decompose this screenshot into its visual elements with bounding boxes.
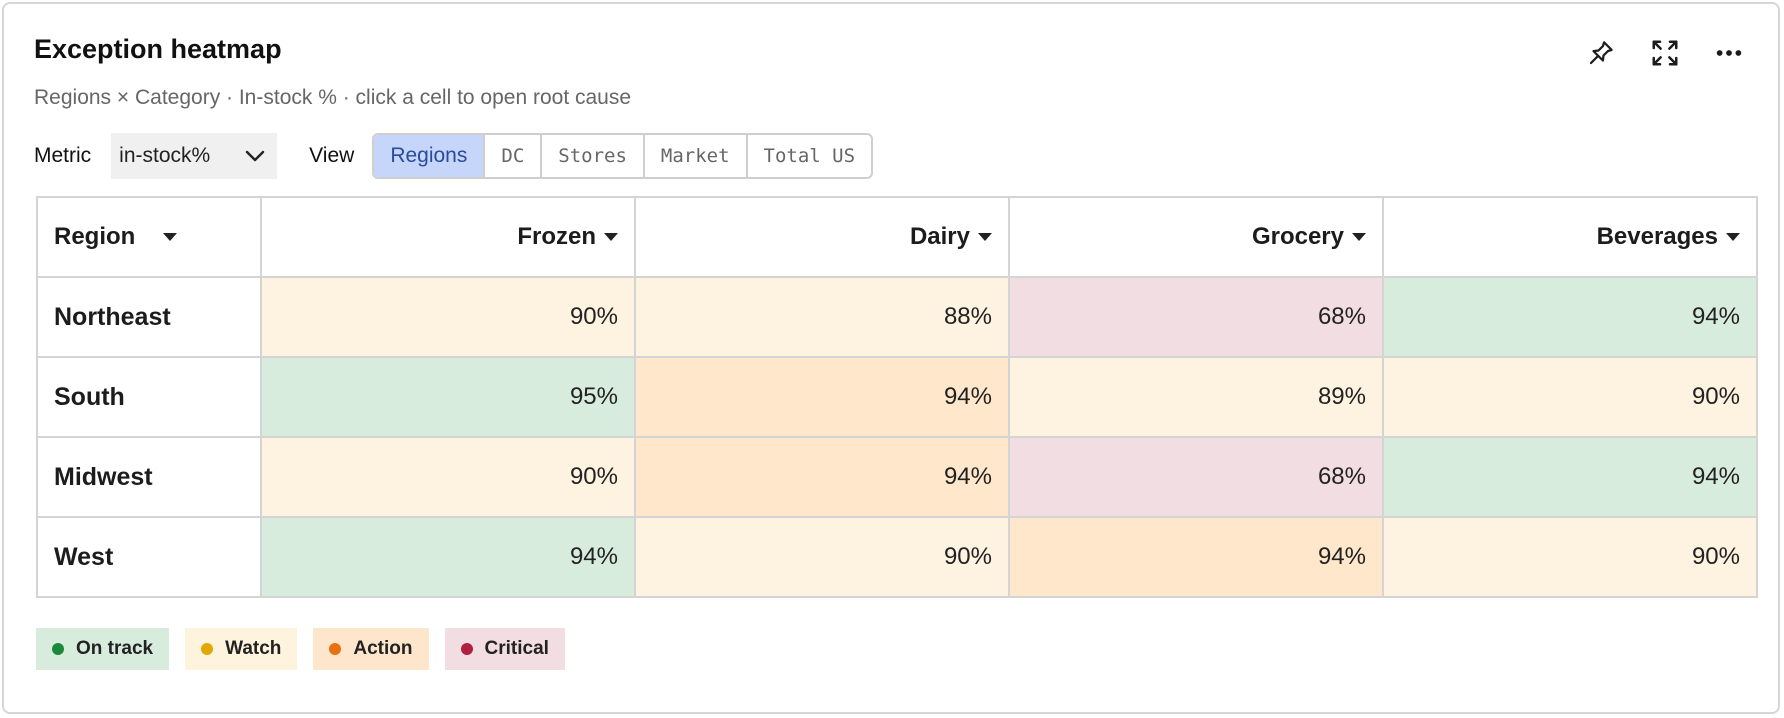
column-header-label: Region bbox=[54, 223, 136, 250]
heatmap-cell[interactable]: 90% bbox=[260, 436, 636, 518]
card-title: Exception heatmap bbox=[34, 34, 282, 64]
heatmap-cell[interactable]: 94% bbox=[1382, 276, 1758, 358]
column-header-region[interactable]: Region bbox=[36, 196, 262, 278]
view-option-total-us[interactable]: Total US bbox=[745, 135, 872, 177]
row-region-label: South bbox=[36, 356, 262, 438]
more-icon[interactable] bbox=[1710, 34, 1748, 72]
column-header-grocery[interactable]: Grocery bbox=[1008, 196, 1384, 278]
view-segmented-control: Regions DC Stores Market Total US bbox=[372, 133, 874, 179]
column-header-dairy[interactable]: Dairy bbox=[634, 196, 1010, 278]
legend-item-action: Action bbox=[313, 628, 429, 670]
status-dot-icon bbox=[460, 643, 473, 655]
view-option-market[interactable]: Market bbox=[642, 135, 746, 177]
legend-item-critical: Critical bbox=[444, 628, 565, 670]
heatmap-cell[interactable]: 94% bbox=[1382, 436, 1758, 518]
heatmap-cell[interactable]: 68% bbox=[1008, 276, 1384, 358]
legend-label: On track bbox=[76, 638, 154, 659]
controls-bar: Metric in-stock% View Regions DC Stores Mar… bbox=[34, 132, 874, 180]
sort-caret-icon bbox=[1726, 233, 1740, 241]
view-option-dc[interactable]: DC bbox=[483, 135, 540, 177]
table-row: West 94% 90% 94% 90% bbox=[36, 516, 1758, 598]
row-region-label: Northeast bbox=[36, 276, 262, 358]
heatmap-cell[interactable]: 94% bbox=[260, 516, 636, 598]
sort-caret-icon bbox=[978, 233, 992, 241]
status-dot-icon bbox=[52, 643, 64, 655]
view-option-regions[interactable]: Regions bbox=[374, 135, 484, 177]
heatmap-cell[interactable]: 94% bbox=[1008, 516, 1384, 598]
sort-caret-icon bbox=[604, 233, 618, 241]
view-option-stores[interactable]: Stores bbox=[540, 135, 643, 177]
column-header-frozen[interactable]: Frozen bbox=[260, 196, 636, 278]
legend: On track Watch Action Critical bbox=[36, 628, 565, 670]
legend-item-watch: Watch bbox=[185, 628, 298, 670]
sort-caret-icon bbox=[163, 233, 178, 241]
heatmap-cell[interactable]: 88% bbox=[634, 276, 1010, 358]
legend-label: Watch bbox=[225, 638, 282, 659]
heatmap-cell[interactable]: 94% bbox=[634, 436, 1010, 518]
heatmap-cell[interactable]: 90% bbox=[260, 276, 636, 358]
heatmap-cell[interactable]: 94% bbox=[634, 356, 1010, 438]
metric-select-value: in-stock% bbox=[119, 144, 211, 167]
legend-label: Critical bbox=[484, 638, 549, 659]
pin-icon[interactable] bbox=[1582, 34, 1620, 72]
expand-icon[interactable] bbox=[1646, 34, 1684, 72]
column-header-label: Grocery bbox=[1251, 223, 1344, 250]
column-header-label: Beverages bbox=[1596, 223, 1718, 250]
heatmap-cell[interactable]: 90% bbox=[634, 516, 1010, 598]
table-row: Midwest 90% 94% 68% 94% bbox=[36, 436, 1758, 518]
column-header-beverages[interactable]: Beverages bbox=[1382, 196, 1758, 278]
heatmap-cell[interactable]: 90% bbox=[1382, 516, 1758, 598]
heatmap-cell[interactable]: 89% bbox=[1008, 356, 1384, 438]
legend-label: Action bbox=[353, 638, 413, 659]
chevron-down-icon bbox=[245, 150, 265, 162]
heatmap-cell[interactable]: 90% bbox=[1382, 356, 1758, 438]
row-region-label: Midwest bbox=[36, 436, 262, 518]
table-row: South 95% 94% 89% 90% bbox=[36, 356, 1758, 438]
heatmap-cell[interactable]: 68% bbox=[1008, 436, 1384, 518]
sort-caret-icon bbox=[1352, 233, 1366, 241]
row-region-label: West bbox=[36, 516, 262, 598]
table-row: Northeast 90% 88% 68% 94% bbox=[36, 276, 1758, 358]
view-label: View bbox=[309, 144, 355, 167]
status-dot-icon bbox=[329, 643, 342, 655]
heatmap-table: Region Frozen Dairy Grocery Beverages North… bbox=[36, 196, 1758, 598]
column-header-label: Dairy bbox=[909, 223, 970, 250]
column-header-label: Frozen bbox=[517, 223, 596, 250]
heatmap-cell[interactable]: 95% bbox=[260, 356, 636, 438]
metric-select[interactable]: in-stock% bbox=[111, 133, 278, 179]
card-subtitle: Regions × Category · In-stock % · click … bbox=[34, 86, 632, 109]
header-actions bbox=[1582, 34, 1748, 72]
status-dot-icon bbox=[201, 643, 214, 655]
table-header-row: Region Frozen Dairy Grocery Beverages bbox=[36, 196, 1758, 278]
legend-item-on-track: On track bbox=[36, 628, 170, 670]
metric-label: Metric bbox=[34, 144, 92, 167]
